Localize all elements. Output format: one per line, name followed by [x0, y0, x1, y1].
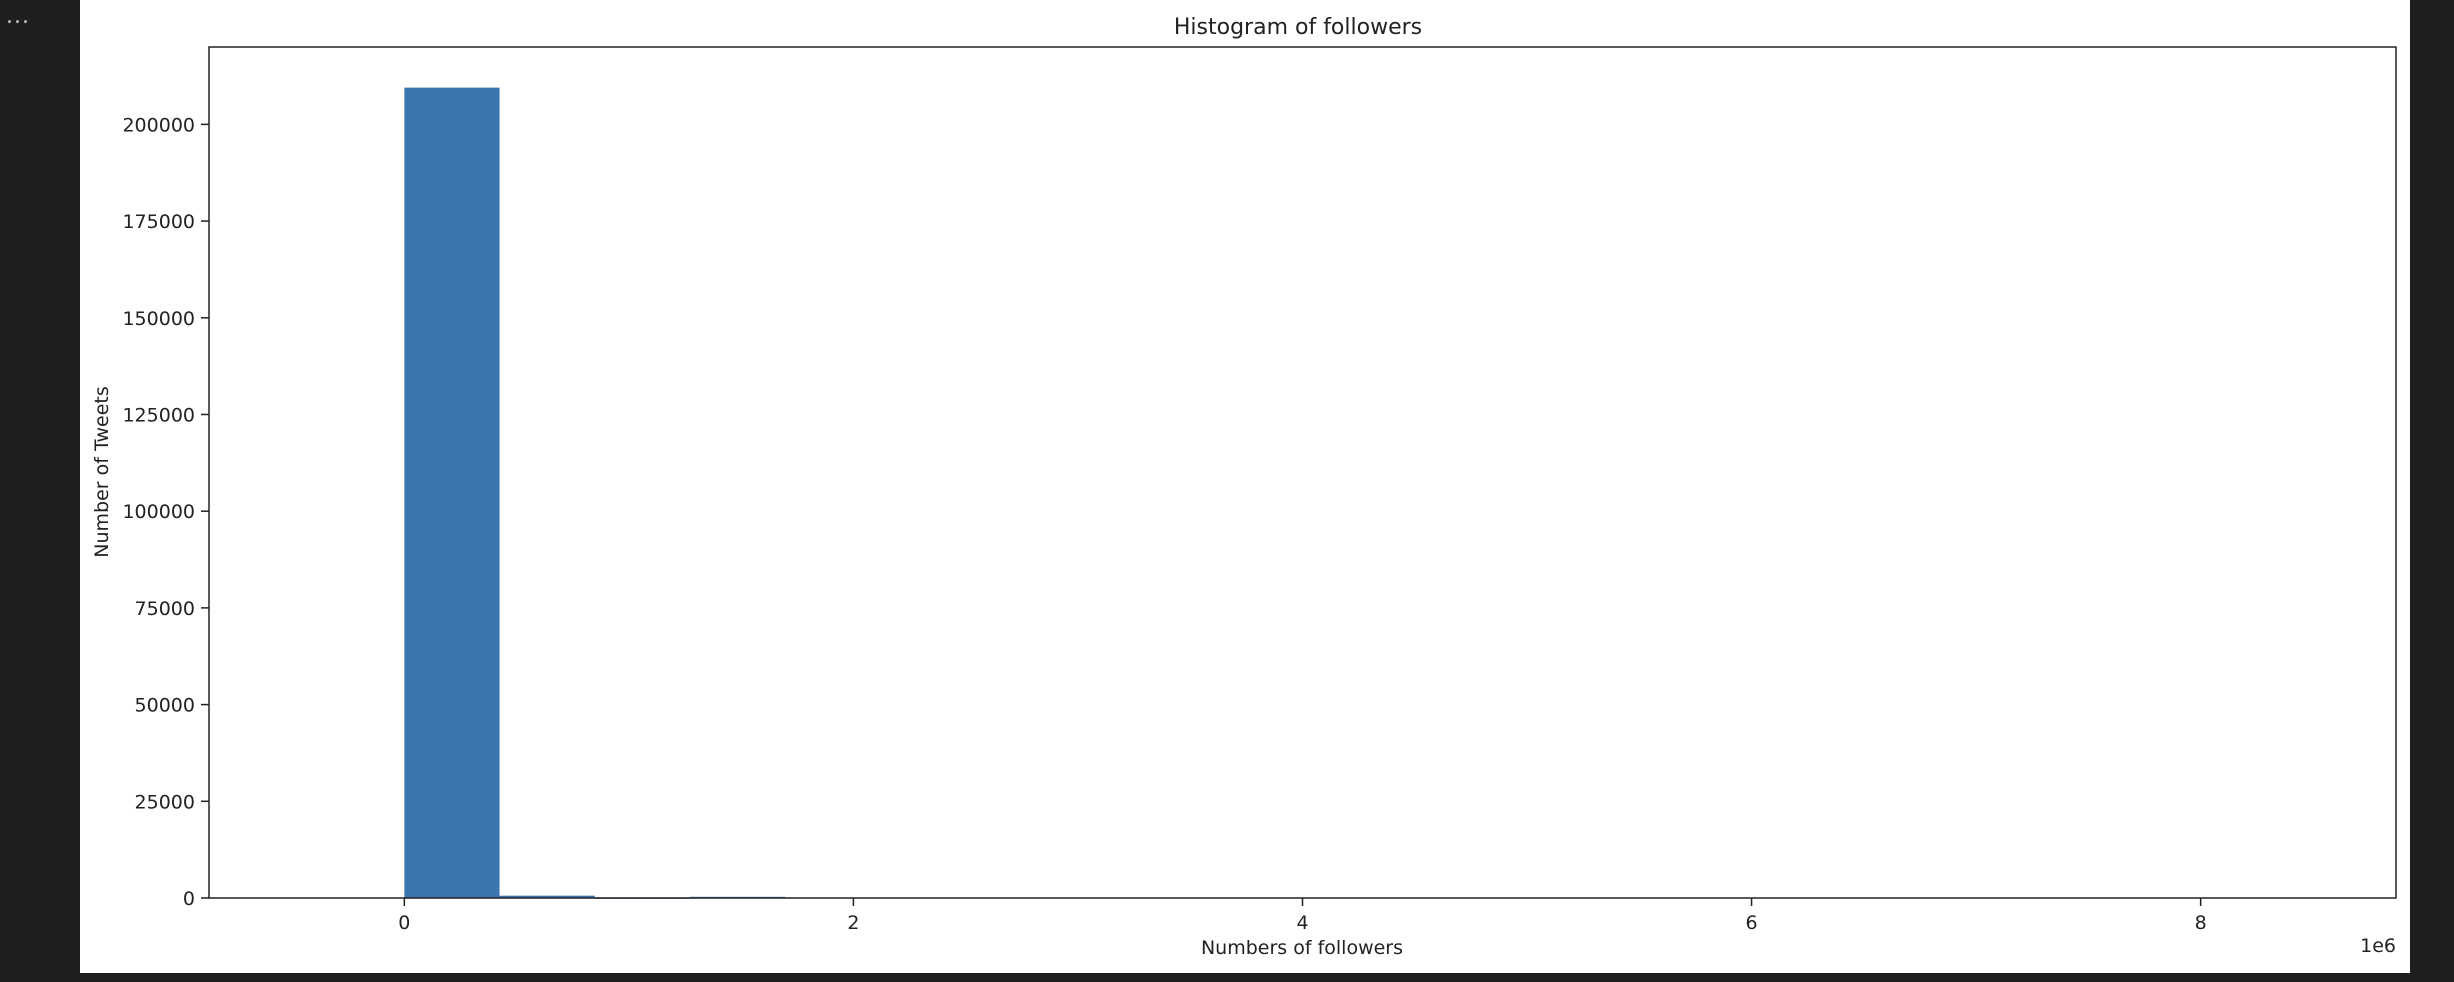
bars-group — [404, 87, 786, 899]
x-axis-offset-label: 1e6 — [2360, 935, 2396, 957]
histogram-bar — [499, 895, 595, 898]
chart-title: Histogram of followers — [1174, 15, 1422, 40]
x-tick-label: 0 — [398, 912, 410, 934]
x-tick-label: 2 — [847, 912, 859, 934]
histogram-chart: Histogram of followers 0 2 4 6 8 0 25000 50000… — [91, 15, 2397, 959]
plot-frame — [208, 46, 2397, 899]
y-axis-ticks: 0 25000 50000 75000 100000 125000 150000 175000… — [122, 114, 209, 910]
y-tick-label: 25000 — [135, 791, 195, 813]
output-area: Histogram of followers 0 2 4 6 8 0 25000 50000… — [80, 0, 2410, 973]
x-tick-label: 4 — [1296, 912, 1308, 934]
y-tick-label: 75000 — [135, 598, 195, 620]
y-tick-label: 0 — [183, 888, 195, 910]
y-tick-label: 200000 — [122, 114, 195, 136]
y-tick-label: 150000 — [122, 308, 195, 330]
x-tick-label: 8 — [2195, 912, 2207, 934]
y-tick-label: 125000 — [122, 404, 195, 426]
y-tick-label: 100000 — [122, 501, 195, 523]
more-actions-button[interactable]: ... — [6, 4, 30, 29]
histogram-bar — [404, 87, 500, 898]
x-axis-label: Numbers of followers — [1201, 937, 1403, 959]
x-tick-label: 6 — [1746, 912, 1758, 934]
y-tick-label: 50000 — [135, 695, 195, 717]
x-axis-ticks: 0 2 4 6 8 — [398, 898, 2207, 934]
cell-gutter: ... — [0, 0, 80, 982]
y-axis-label: Number of Tweets — [91, 386, 113, 557]
y-tick-label: 175000 — [122, 211, 195, 233]
